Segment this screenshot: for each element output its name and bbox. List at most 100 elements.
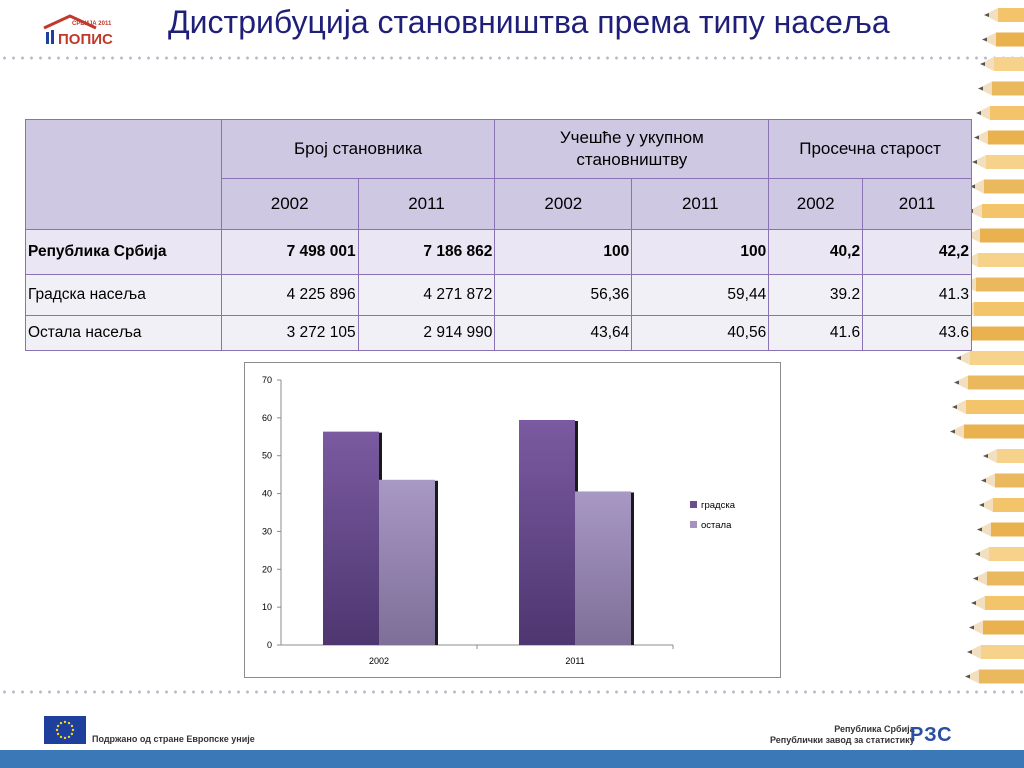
pencil-lead [975,552,980,556]
pencil-lead [970,184,975,189]
pencil-tip [977,522,991,537]
pencil-body [976,277,1024,292]
top-dotted-divider [0,56,1024,60]
x-tick-label: 2011 [565,656,584,666]
legend-label: остала [701,520,732,531]
pencil-tip [974,130,988,145]
pencil-body [998,8,1024,22]
pencil-tip [979,498,993,512]
year-header: 2002 [494,178,633,230]
legend-swatch [690,521,697,528]
pencil-lead [969,625,974,630]
year-header: 2002 [768,178,864,230]
pencil-body [992,81,1024,96]
group-header-avg-age: Просечна старост [768,119,972,179]
pencil-body [996,32,1024,47]
pencil-body [974,302,1024,316]
y-tick-label: 0 [267,640,272,650]
pencil-tip [981,473,995,488]
pencil-body [972,326,1024,341]
bar [323,431,379,645]
table-cell: 2 914 990 [357,315,496,351]
pencil-lead [984,13,989,17]
pencil-lead [967,650,972,654]
pencil-lead [979,503,984,507]
rzs-logo: РЗС [910,724,953,746]
table-cell: 7 186 862 [357,229,496,275]
pencil-tip [954,375,968,390]
pencil-body [993,498,1024,512]
pencil-lead [952,405,957,409]
eu-flag-icon [44,716,86,744]
pencil-tip [965,669,979,684]
pencil-lead [954,380,959,385]
table-cell: 7 498 001 [220,229,359,275]
pencil-body [978,253,1024,267]
pencil-body [995,473,1024,488]
y-tick-label: 30 [262,526,272,536]
chart-svg: 0 10 20 30 40 50 60 70 2002 2011 градска остала [262,375,736,666]
pencil-body [989,547,1024,561]
table-cell: 41.3 [862,274,972,316]
eu-star-icon [63,736,67,740]
pencil-lead [972,160,977,164]
y-tick-label: 40 [262,489,272,499]
pencil-tip [966,228,980,243]
pencil-tip [967,645,981,659]
pencil-body [968,375,1024,390]
pencil-body [986,155,1024,169]
pencil-body [990,106,1024,120]
pencil-tip [975,547,989,561]
table-row: Република Србија 7 498 001 7 186 862 100… [25,229,972,275]
pencil-body [979,669,1024,684]
pencil-tip [971,596,985,610]
rzs-line-2: Републички завод за статистику [770,735,915,745]
table-cell: 100 [631,229,770,275]
pencil-body [997,449,1024,463]
table-cell: 100 [494,229,633,275]
corner-cell [25,119,222,230]
pencil-tip [982,32,996,47]
row-label: Република Србија [25,229,222,275]
pencil-lead [983,454,988,458]
popis-logo: СРБИЈА 2011 ПОПИС [40,14,130,48]
y-tick-label: 70 [262,375,272,385]
pencil-lead [956,356,961,360]
x-tick-label: 2002 [369,656,389,666]
pencil-body [987,571,1024,586]
logo-top-text: СРБИЈА 2011 [72,21,112,27]
table-cell: 43,64 [494,315,633,351]
pencil-body [984,179,1024,194]
table-row: Остала насеља 3 272 105 2 914 990 43,64 … [25,315,972,351]
group-header-population: Број становника [220,119,496,179]
pencil-lead [971,601,976,605]
table-cell: 41.6 [768,315,864,351]
table-cell: 42,2 [862,229,972,275]
eu-star-icon [55,728,59,732]
table-cell: 4 225 896 [220,274,359,316]
eu-support-text: Подржано од стране Европске уније [92,734,255,744]
eu-star-icon [70,732,74,736]
pencil-tip [950,424,964,439]
pencil-tip [973,571,987,586]
table-row: Градска насеља 4 225 896 4 271 872 56,36… [25,274,972,316]
eu-star-icon [67,735,71,739]
y-tick-label: 60 [262,413,272,423]
eu-star-icon [56,732,60,736]
table-cell: 56,36 [494,274,633,316]
bottom-bar [0,750,1024,768]
pencil-tip [956,351,970,365]
pencil-body [983,620,1024,635]
year-header: 2002 [220,178,359,230]
pencil-tip [972,155,986,169]
rzs-line-1: Република Србија [834,724,915,734]
eu-star-icon [71,728,75,732]
pencil-tip [984,8,998,22]
pencil-body [991,522,1024,537]
pencil-lead [980,62,985,66]
pencil-tip [978,81,992,96]
table-cell: 59,44 [631,274,770,316]
pencil-body [994,57,1024,71]
pencil-tip [983,449,997,463]
pencil-body [964,424,1024,439]
